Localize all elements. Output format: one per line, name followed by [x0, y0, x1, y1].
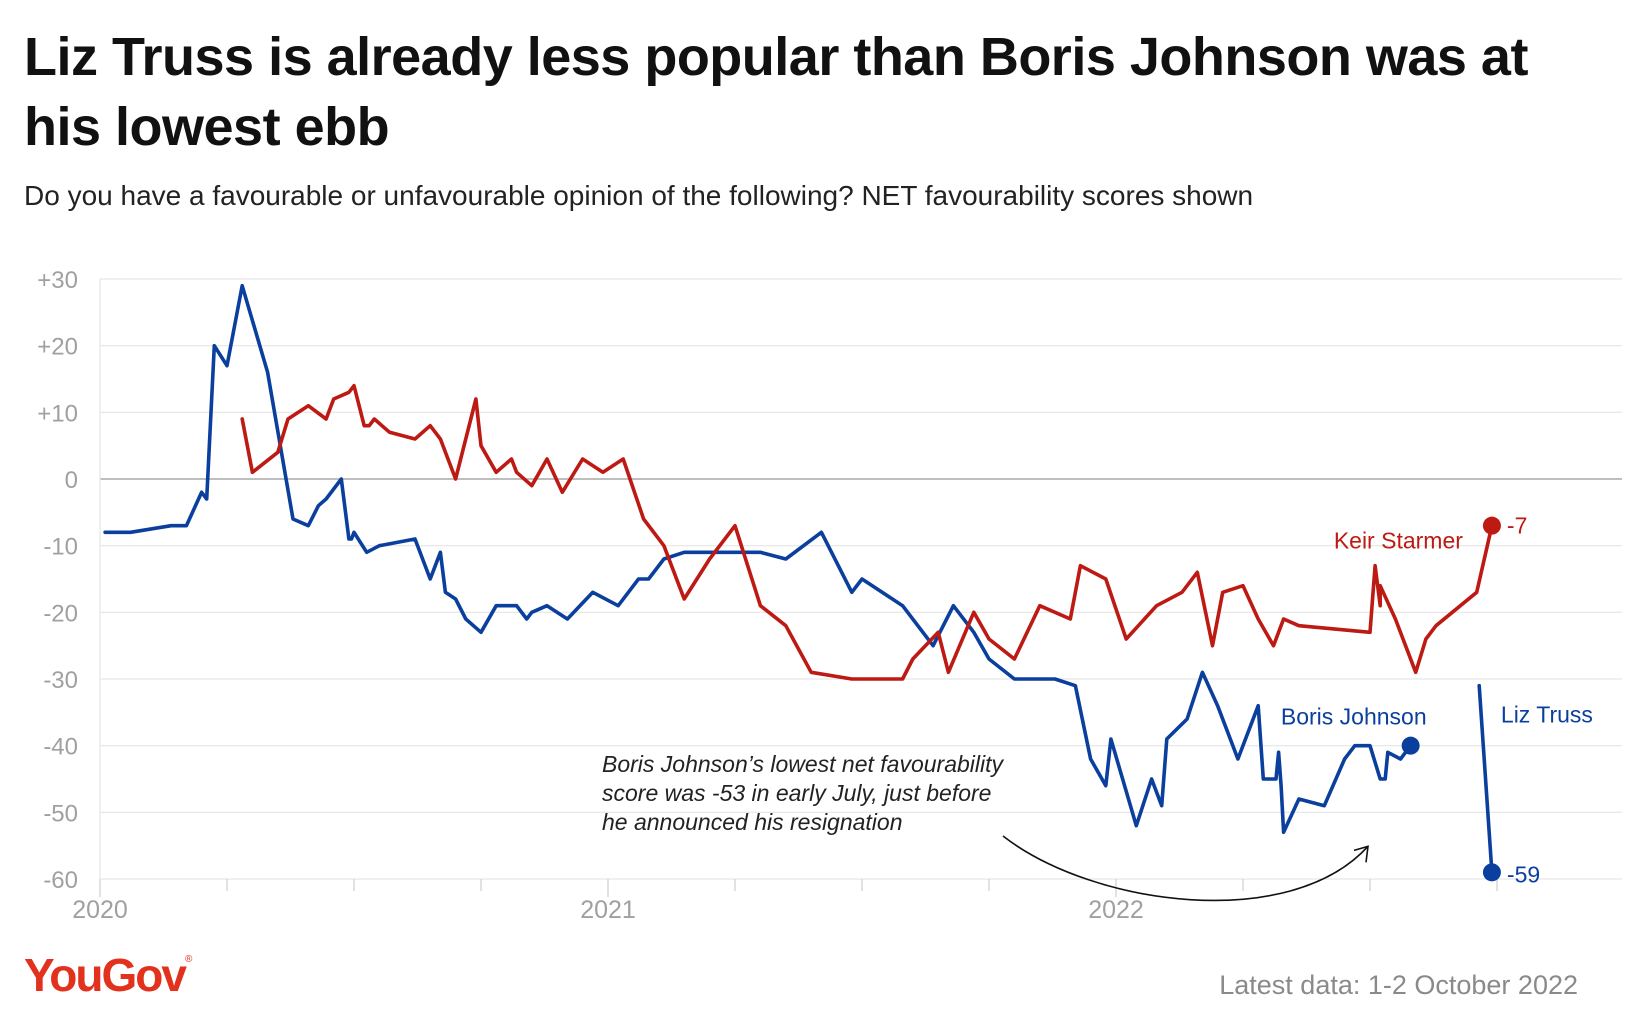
y-tick-label: -30 [43, 667, 78, 694]
truss-label: Liz Truss [1501, 702, 1593, 728]
logo-registered-mark: ® [184, 954, 193, 965]
y-tick-label: -20 [43, 600, 78, 627]
starmer-end-marker [1482, 516, 1501, 535]
chart-title: Liz Truss is already less popular than B… [24, 27, 1528, 157]
logo-text: YouGov [24, 949, 187, 1001]
series-lines [103, 283, 1501, 882]
y-tick-label: +30 [37, 267, 78, 294]
annotation-line-2: score was -53 in early July, just before [602, 780, 991, 806]
y-tick-label: -10 [43, 534, 78, 561]
series-labels: Keir Starmer Boris Johnson Liz Truss -7 -59 [1281, 513, 1593, 888]
y-tick-label: -60 [43, 867, 78, 894]
annotation-arrowhead [1353, 845, 1369, 863]
starmer-label: Keir Starmer [1334, 528, 1463, 554]
y-tick-label: -50 [43, 800, 78, 827]
boris-johnson-line [103, 283, 1413, 835]
y-tick-label: +10 [37, 400, 78, 427]
x-tick-label: 2021 [580, 896, 636, 924]
yougov-logo: YouGov® [24, 948, 192, 1002]
truss-end-marker [1482, 863, 1501, 882]
y-tick-label: 0 [65, 467, 78, 494]
y-tick-label: -40 [43, 734, 78, 761]
johnson-label: Boris Johnson [1281, 704, 1427, 730]
johnson-end-marker [1401, 736, 1420, 755]
y-tick-label: +20 [37, 334, 78, 361]
truss-end-value: -59 [1507, 861, 1540, 887]
x-tick-label: 2020 [72, 896, 128, 924]
annotation-arrow [1002, 835, 1369, 902]
liz-truss-line [1477, 683, 1494, 875]
annotation-line-3: he announced his resignation [602, 809, 903, 835]
chart-subtitle: Do you have a favourable or unfavourable… [24, 180, 1254, 211]
annotation-line-1: Boris Johnson’s lowest net favourability [602, 751, 1005, 777]
annotation: Boris Johnson’s lowest net favourability… [602, 751, 1369, 902]
starmer-end-value: -7 [1507, 513, 1527, 539]
x-tick-label: 2022 [1088, 896, 1144, 924]
keir-starmer-line [240, 383, 1494, 681]
source-note: Latest data: 1-2 October 2022 [1219, 970, 1578, 1000]
